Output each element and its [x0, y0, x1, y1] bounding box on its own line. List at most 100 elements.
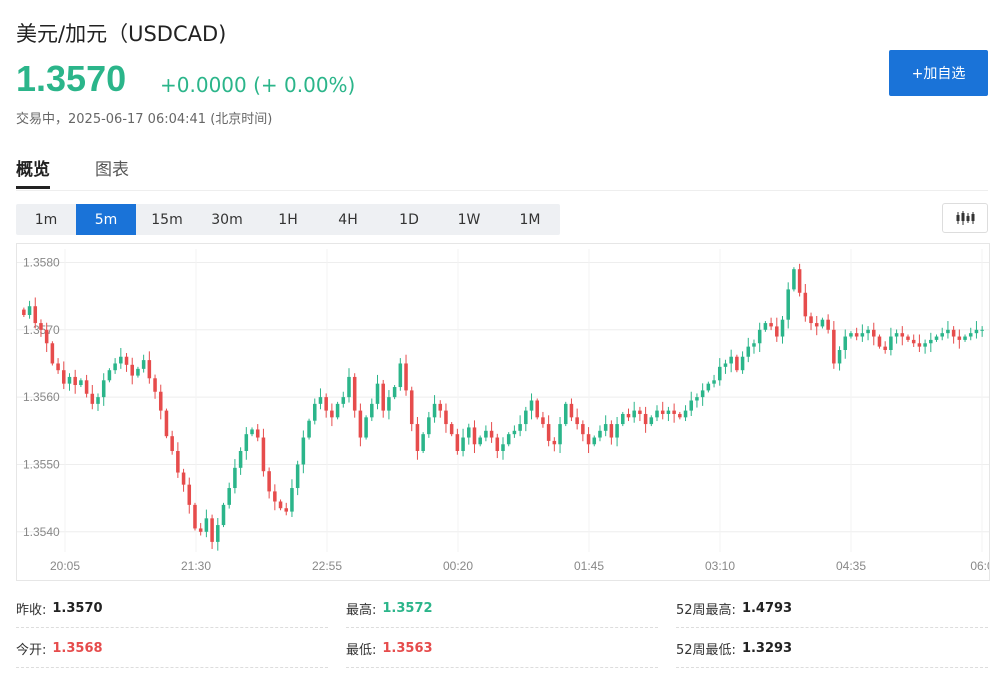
candle-body: [957, 336, 962, 340]
candle-body: [449, 424, 454, 435]
candle-body: [586, 434, 591, 445]
price-change: +0.0000 (+ 0.00%): [160, 73, 356, 97]
candle-body: [558, 424, 562, 445]
price-chart[interactable]: 1.35801.35701.35601.35501.354020:0521:30…: [16, 243, 994, 581]
candle-body: [506, 434, 511, 445]
candle-body: [501, 444, 505, 451]
x-tick-label: 22:55: [312, 559, 342, 573]
candle-body: [44, 329, 49, 344]
period-1mo[interactable]: 1M: [519, 211, 541, 228]
candle-body: [717, 366, 722, 381]
stat-prev-close: 昨收: 1.3570: [16, 590, 328, 628]
candle-body: [278, 501, 283, 509]
tab-bar: 概览 图表: [16, 150, 988, 191]
candle-body: [96, 397, 100, 404]
candle-body: [923, 343, 927, 347]
stat-value: 1.4793: [741, 601, 793, 616]
candle-body: [295, 464, 300, 489]
candle-body: [358, 410, 363, 438]
period-15m[interactable]: 15m: [151, 211, 183, 228]
candle-body: [757, 329, 762, 344]
candle-body: [33, 306, 38, 324]
candle-body: [409, 390, 414, 425]
period-5m[interactable]: 5m: [76, 204, 136, 235]
candle-body: [792, 269, 796, 290]
candle-body: [227, 488, 231, 505]
trading-status: 交易中，2025-06-17 06:04:41 (北京时间): [16, 112, 273, 127]
candle-body: [946, 329, 950, 334]
candle-body: [67, 376, 72, 384]
candle-body: [638, 410, 642, 414]
candle-body: [712, 380, 716, 384]
candle-body: [347, 376, 351, 398]
add-to-watchlist-button[interactable]: +加自选: [889, 50, 988, 96]
candle-body: [581, 424, 585, 435]
candle-body: [546, 424, 551, 441]
candle-body: [101, 380, 106, 398]
candle-body: [740, 356, 745, 371]
candle-body: [569, 403, 574, 418]
candle-body: [672, 410, 676, 414]
candle-body: [512, 430, 517, 435]
candle-body: [335, 403, 340, 418]
candle-body: [837, 350, 842, 364]
candle-body: [301, 437, 306, 465]
candle-body: [849, 333, 853, 337]
candle-body: [974, 329, 979, 334]
tab-overview[interactable]: 概览: [16, 160, 50, 180]
candle-body: [843, 336, 848, 350]
candle-body: [695, 397, 699, 401]
candle-body: [153, 378, 157, 392]
candle-body: [934, 336, 939, 340]
candle-body: [216, 525, 220, 542]
candle-body: [432, 403, 437, 418]
period-4h[interactable]: 4H: [338, 211, 358, 228]
candle-body: [598, 430, 602, 438]
candle-body: [951, 329, 956, 337]
x-tick-label: 21:30: [181, 559, 211, 573]
tab-chart[interactable]: 图表: [95, 160, 129, 180]
candle-body: [729, 356, 733, 364]
period-1w[interactable]: 1W: [457, 211, 481, 228]
period-1d[interactable]: 1D: [399, 211, 419, 228]
page-title: 美元/加元（USDCAD): [16, 22, 227, 46]
candle-body: [877, 336, 882, 347]
candle-body: [147, 360, 152, 379]
stat-label: 52周最低:: [676, 643, 736, 658]
x-tick-label: 00:20: [443, 559, 473, 573]
x-tick-label: 01:45: [574, 559, 604, 573]
candle-body: [318, 397, 323, 404]
candle-body: [911, 339, 916, 344]
candle-body: [170, 436, 174, 451]
candle-body: [312, 403, 317, 421]
candle-body: [352, 376, 357, 411]
period-30m[interactable]: 30m: [211, 211, 243, 228]
stat-value: 1.3563: [382, 641, 433, 656]
stat-value: 1.3570: [52, 601, 103, 616]
period-selector: 1m 5m 15m 30m 1H 4H 1D 1W 1M: [16, 204, 560, 235]
candle-body: [603, 424, 608, 431]
candle-body: [210, 518, 214, 542]
stat-label: 最低:: [346, 643, 377, 658]
candle-body: [775, 326, 779, 337]
candle-body: [866, 329, 870, 334]
candle-body: [786, 289, 790, 320]
candle-body: [518, 424, 522, 431]
candle-body: [929, 339, 933, 344]
candle-body: [387, 397, 391, 411]
candle-body: [113, 363, 117, 371]
candle-body: [461, 437, 465, 451]
chart-type-toggle-button[interactable]: [942, 203, 988, 233]
candle-body: [444, 410, 448, 425]
candle-body: [415, 424, 420, 451]
candle-body: [609, 424, 614, 438]
candle-body: [541, 417, 545, 425]
stat-high: 最高: 1.3572: [346, 590, 658, 628]
period-1h[interactable]: 1H: [278, 211, 298, 228]
candle-body: [735, 356, 739, 371]
x-tick-label: 04:35: [836, 559, 866, 573]
candle-body: [244, 434, 249, 451]
period-1m[interactable]: 1m: [34, 211, 58, 228]
candle-body: [797, 269, 802, 293]
stat-value: 1.3293: [741, 641, 793, 656]
